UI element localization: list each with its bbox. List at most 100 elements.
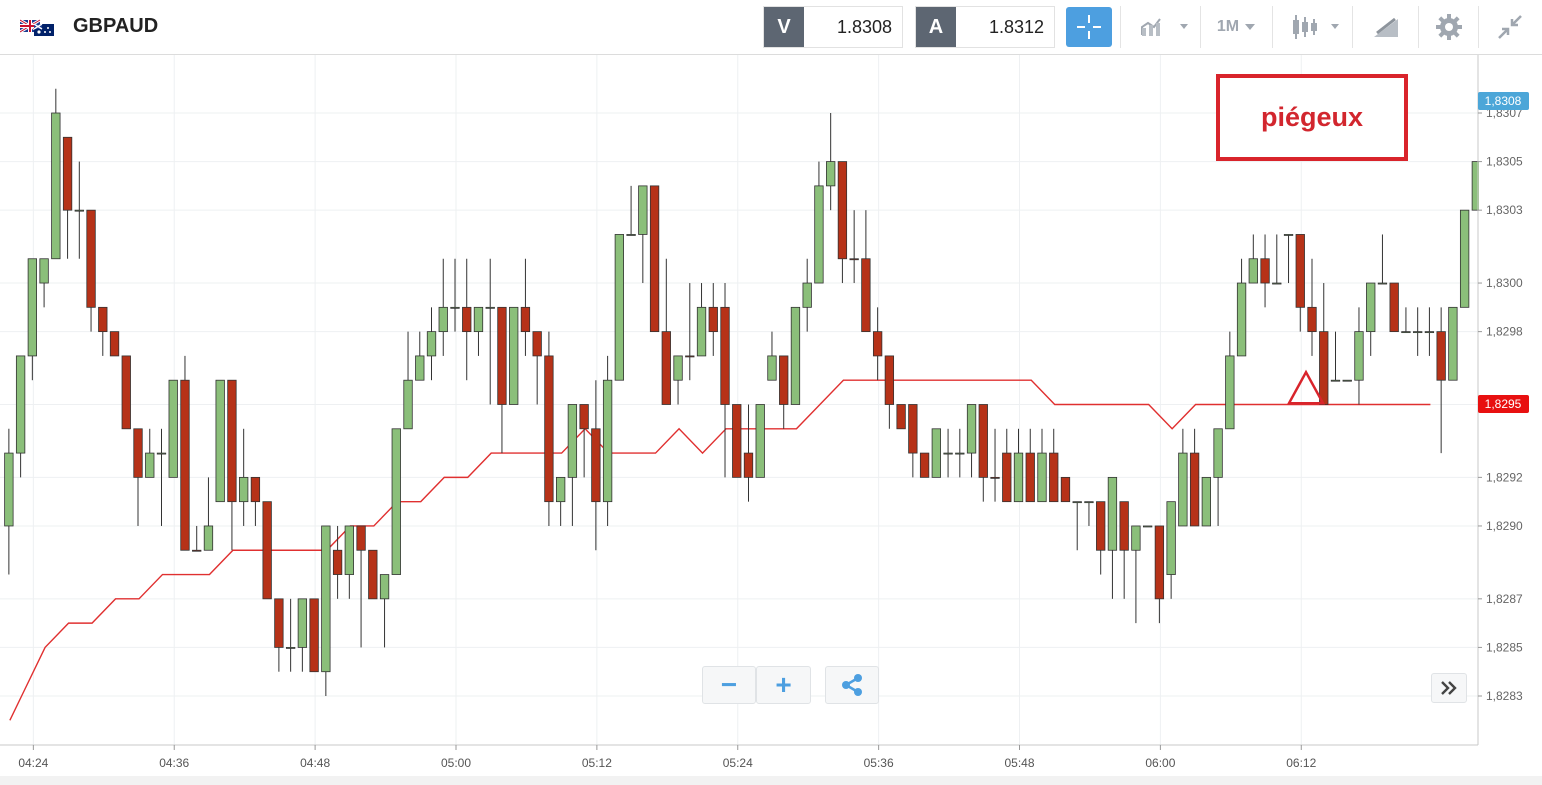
candle [661, 258, 671, 405]
candle-body [708, 306, 718, 333]
candle [1448, 306, 1458, 381]
draw-tools-button[interactable] [1360, 0, 1412, 54]
candle [602, 355, 613, 526]
candle-body [438, 306, 448, 333]
candle-body [790, 306, 801, 405]
candle [1377, 234, 1388, 285]
candle [51, 88, 61, 260]
zoom-out-button[interactable]: − [702, 666, 756, 704]
timeframe-button[interactable]: 1M [1206, 0, 1268, 54]
candle [931, 428, 941, 478]
y-tick-label: 1,8290 [1486, 519, 1523, 533]
candle [1225, 331, 1235, 430]
candle-body [1131, 525, 1141, 551]
candle [520, 258, 531, 356]
candle-body [1424, 331, 1435, 334]
candle [168, 379, 178, 478]
zoom-in-button[interactable]: + [756, 666, 811, 704]
candle-body [579, 404, 589, 430]
candle-body [966, 404, 977, 454]
candle [1037, 428, 1047, 503]
candle-body [368, 549, 378, 600]
candle-body [1236, 282, 1247, 357]
collapse-button[interactable] [1484, 0, 1536, 54]
candlestick-button[interactable] [1280, 0, 1346, 54]
candle [15, 355, 26, 478]
share-button[interactable] [825, 666, 879, 704]
candle [1178, 428, 1188, 527]
candle-body [391, 428, 401, 575]
candle [1283, 234, 1294, 284]
candle [1413, 307, 1423, 356]
candle-body [192, 549, 202, 552]
buy-price-button[interactable]: A 1.8312 [915, 6, 1055, 48]
candle [1330, 331, 1341, 382]
candle-body [673, 355, 683, 381]
candle [215, 379, 225, 503]
candle [1107, 476, 1118, 599]
x-tick-label: 04:36 [159, 756, 189, 770]
candle [896, 404, 906, 430]
candle [1272, 234, 1282, 285]
candle [1389, 282, 1399, 333]
candle [4, 428, 14, 575]
crosshair-button[interactable] [1066, 7, 1112, 47]
candle-body [1072, 501, 1082, 504]
candle-body [837, 161, 848, 260]
candle [790, 306, 801, 405]
candle [649, 185, 660, 333]
candle [274, 598, 284, 672]
candle [696, 283, 707, 357]
sell-price-button[interactable]: V 1.8308 [763, 6, 903, 48]
candle [39, 258, 49, 308]
candle-body [1025, 452, 1035, 503]
candle-body [4, 452, 14, 527]
scroll-forward-button[interactable] [1431, 673, 1467, 703]
candle [203, 477, 214, 551]
candle [285, 598, 296, 672]
candle [1236, 258, 1247, 357]
buy-tag: A [916, 7, 956, 47]
candle-body [203, 525, 214, 551]
candle-body [896, 404, 906, 430]
candle-body [1448, 306, 1458, 381]
candle [591, 380, 601, 551]
candle-body [767, 355, 777, 381]
candle [368, 549, 378, 600]
candle [356, 525, 366, 648]
candle-body [1413, 331, 1423, 334]
candle-body [1342, 379, 1352, 382]
x-tick-label: 05:00 [441, 756, 471, 770]
sell-tag: V [764, 7, 804, 47]
candle [884, 355, 895, 429]
candle-body [544, 355, 554, 503]
last-price-tag [1478, 395, 1529, 413]
x-tick-label: 04:48 [300, 756, 330, 770]
candle-body [802, 282, 812, 308]
candle-body [309, 598, 319, 673]
candle [1436, 307, 1446, 454]
chart-type-button[interactable] [1128, 0, 1196, 54]
last-price-label: 1,8295 [1485, 397, 1522, 411]
timeframe-label: 1M [1216, 18, 1240, 35]
settings-button[interactable] [1424, 0, 1474, 54]
candle [485, 258, 495, 405]
candle-body [1260, 258, 1270, 284]
candle [1060, 476, 1071, 503]
candle [579, 404, 589, 478]
double-chevron-icon [1441, 681, 1457, 695]
candle-body [1319, 331, 1329, 405]
x-tick-label: 06:00 [1145, 756, 1175, 770]
candle [1084, 501, 1094, 526]
candle-body [990, 476, 1000, 479]
candle-body [849, 258, 859, 261]
candle-body [356, 525, 366, 551]
collapse-icon [1498, 15, 1522, 39]
candle-body [262, 501, 272, 600]
candle [239, 428, 249, 526]
candle-body [1295, 234, 1305, 308]
candle-body [274, 598, 284, 648]
candle [743, 404, 754, 502]
candle-body [285, 647, 296, 649]
